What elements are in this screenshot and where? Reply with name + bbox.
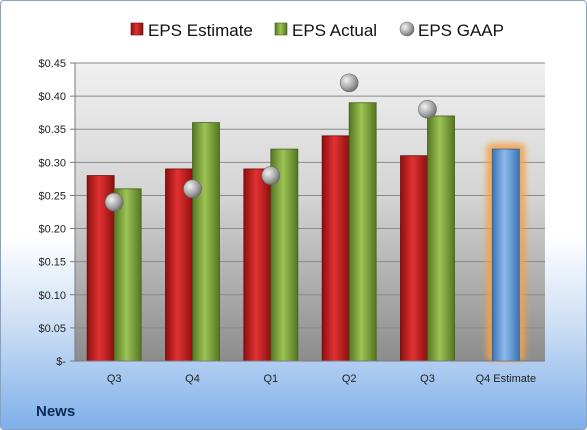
eps-actual-bar	[270, 148, 299, 362]
y-tick-label: $0.20	[38, 224, 66, 236]
gaap-markers	[104, 73, 437, 212]
eps-gaap-marker	[183, 179, 202, 199]
y-tick-label: $0.10	[38, 290, 66, 302]
eps-actual-bar	[113, 188, 142, 362]
eps-estimate-bar	[243, 168, 272, 362]
y-tick-label: $0.35	[38, 124, 66, 136]
eps-gaap-marker	[261, 166, 281, 185]
legend-swatch-eps-gaap	[399, 21, 415, 37]
y-tick-label: $0.05	[38, 323, 66, 335]
y-tick-label: $-	[56, 356, 66, 368]
legend-swatch-eps-estimate	[130, 22, 144, 36]
eps-gaap-marker	[339, 73, 359, 93]
legend-label: EPS Actual	[292, 21, 377, 40]
y-axis: $- $0.05 $0.10 $0.15 $0.20 $0.25 $0.30 $0.35 $0.…	[38, 58, 76, 368]
gridlines	[75, 62, 545, 362]
eps-actual-bar	[348, 102, 377, 362]
eps-gaap-marker	[104, 192, 124, 212]
x-axis: Q3 Q4 Q1 Q2 Q3 Q4 Estimate	[75, 360, 545, 385]
x-tick-label: Q2	[342, 373, 357, 385]
eps-gaap-marker	[418, 100, 437, 119]
q4-estimate-bar	[491, 148, 520, 362]
eps-estimate-bar	[400, 155, 428, 362]
plot-area	[75, 63, 545, 361]
x-tick-label: Q4 Estimate	[476, 373, 537, 385]
x-tick-label: Q3	[107, 373, 122, 385]
x-tick-label: Q3	[420, 373, 435, 385]
y-tick-label: $0.15	[38, 257, 66, 269]
legend: EPS Estimate EPS Actual EPS GAAP	[130, 21, 504, 40]
eps-actual-bar	[427, 115, 455, 362]
eps-estimate-bar	[165, 168, 193, 362]
legend-swatch-eps-actual	[274, 22, 288, 36]
eps-actual-bar	[192, 122, 220, 362]
y-tick-label: $0.45	[38, 58, 66, 70]
legend-label: EPS Estimate	[148, 21, 253, 40]
eps-estimate-bar	[321, 135, 350, 362]
y-tick-label: $0.25	[38, 190, 66, 202]
legend-label: EPS GAAP	[418, 21, 504, 40]
y-tick-label: $0.30	[38, 157, 66, 169]
brand-label: News	[36, 403, 76, 420]
x-tick-label: Q1	[263, 373, 278, 385]
y-tick-label: $0.40	[38, 91, 66, 103]
x-tick-label: Q4	[185, 373, 200, 385]
